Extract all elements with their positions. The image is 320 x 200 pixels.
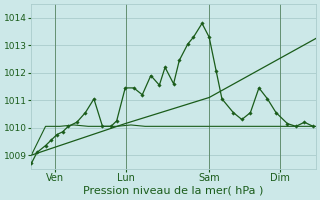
X-axis label: Pression niveau de la mer( hPa ): Pression niveau de la mer( hPa ): [84, 186, 264, 196]
